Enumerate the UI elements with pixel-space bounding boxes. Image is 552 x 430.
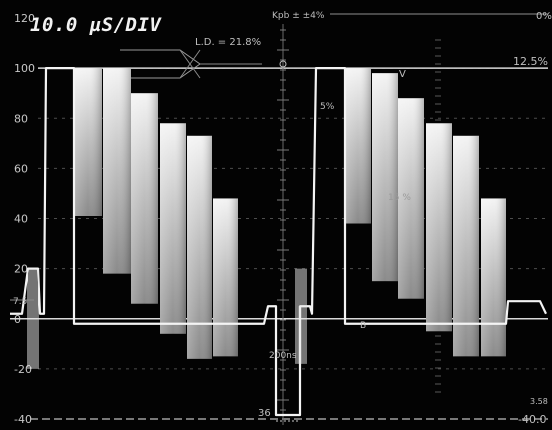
luminance-trace (10, 67, 547, 417)
scale-label-100: 100 (14, 62, 35, 75)
scale-label-60: 60 (14, 162, 28, 175)
ld-cross (179, 49, 201, 79)
field-b-step-shade-3 (398, 98, 424, 299)
field-b-step-shade-4 (426, 123, 452, 332)
field-b-step-shade-2 (372, 73, 398, 282)
target-circle (279, 60, 287, 68)
left-burst (27, 268, 39, 369)
luminance-steps (74, 68, 506, 359)
bottom-36-label: 36 (258, 408, 271, 419)
field-a-step-shade-1 (74, 68, 102, 216)
timebase-readout: 10.0 µS/DIV (30, 14, 162, 36)
scale-label-80: 80 (14, 112, 28, 125)
right-percent-label: 12.5% (513, 55, 548, 68)
field-a-step-shade-2 (103, 68, 131, 274)
field-a-step-shade-6 (213, 198, 238, 357)
field-b-step-shade-1 (345, 68, 371, 224)
scale-label-neg40: -40 (14, 413, 32, 426)
left-tick-7-5: 7.5 (13, 297, 28, 307)
scale-label-neg20: -20 (14, 363, 32, 376)
kpb-annotation: Kpb ± ±4% (272, 11, 325, 21)
field-b-step-shade-6 (481, 198, 506, 357)
field-a-step-shade-5 (187, 135, 212, 359)
field-a-step-shade-4 (160, 123, 186, 334)
bottom-200-label: 200ns (269, 351, 297, 361)
field-a-step-shade-3 (131, 93, 158, 304)
marker-b-label: B (360, 321, 367, 331)
ld-annotation: L.D. = 21.8% (195, 37, 262, 48)
mid-burst (295, 268, 307, 364)
field-b-step-shade-5 (453, 135, 479, 357)
scale-label-120: 120 (14, 12, 35, 25)
ld-bracket (120, 49, 201, 79)
bottom-right-value: 3.58 (530, 397, 548, 406)
pct-5-label: 5% (320, 102, 335, 112)
graticule-lines: 120100806040200-20-40 (10, 12, 548, 426)
sync-trace (10, 67, 547, 422)
scale-label-40: 40 (14, 213, 28, 226)
mid-right-label: 15 % (388, 193, 411, 203)
scale-label-20: 20 (14, 263, 28, 276)
marker-v-label: V (399, 69, 406, 80)
bottom-right-end: -40.0 (518, 413, 547, 426)
right-top-label: 0% (536, 11, 552, 22)
